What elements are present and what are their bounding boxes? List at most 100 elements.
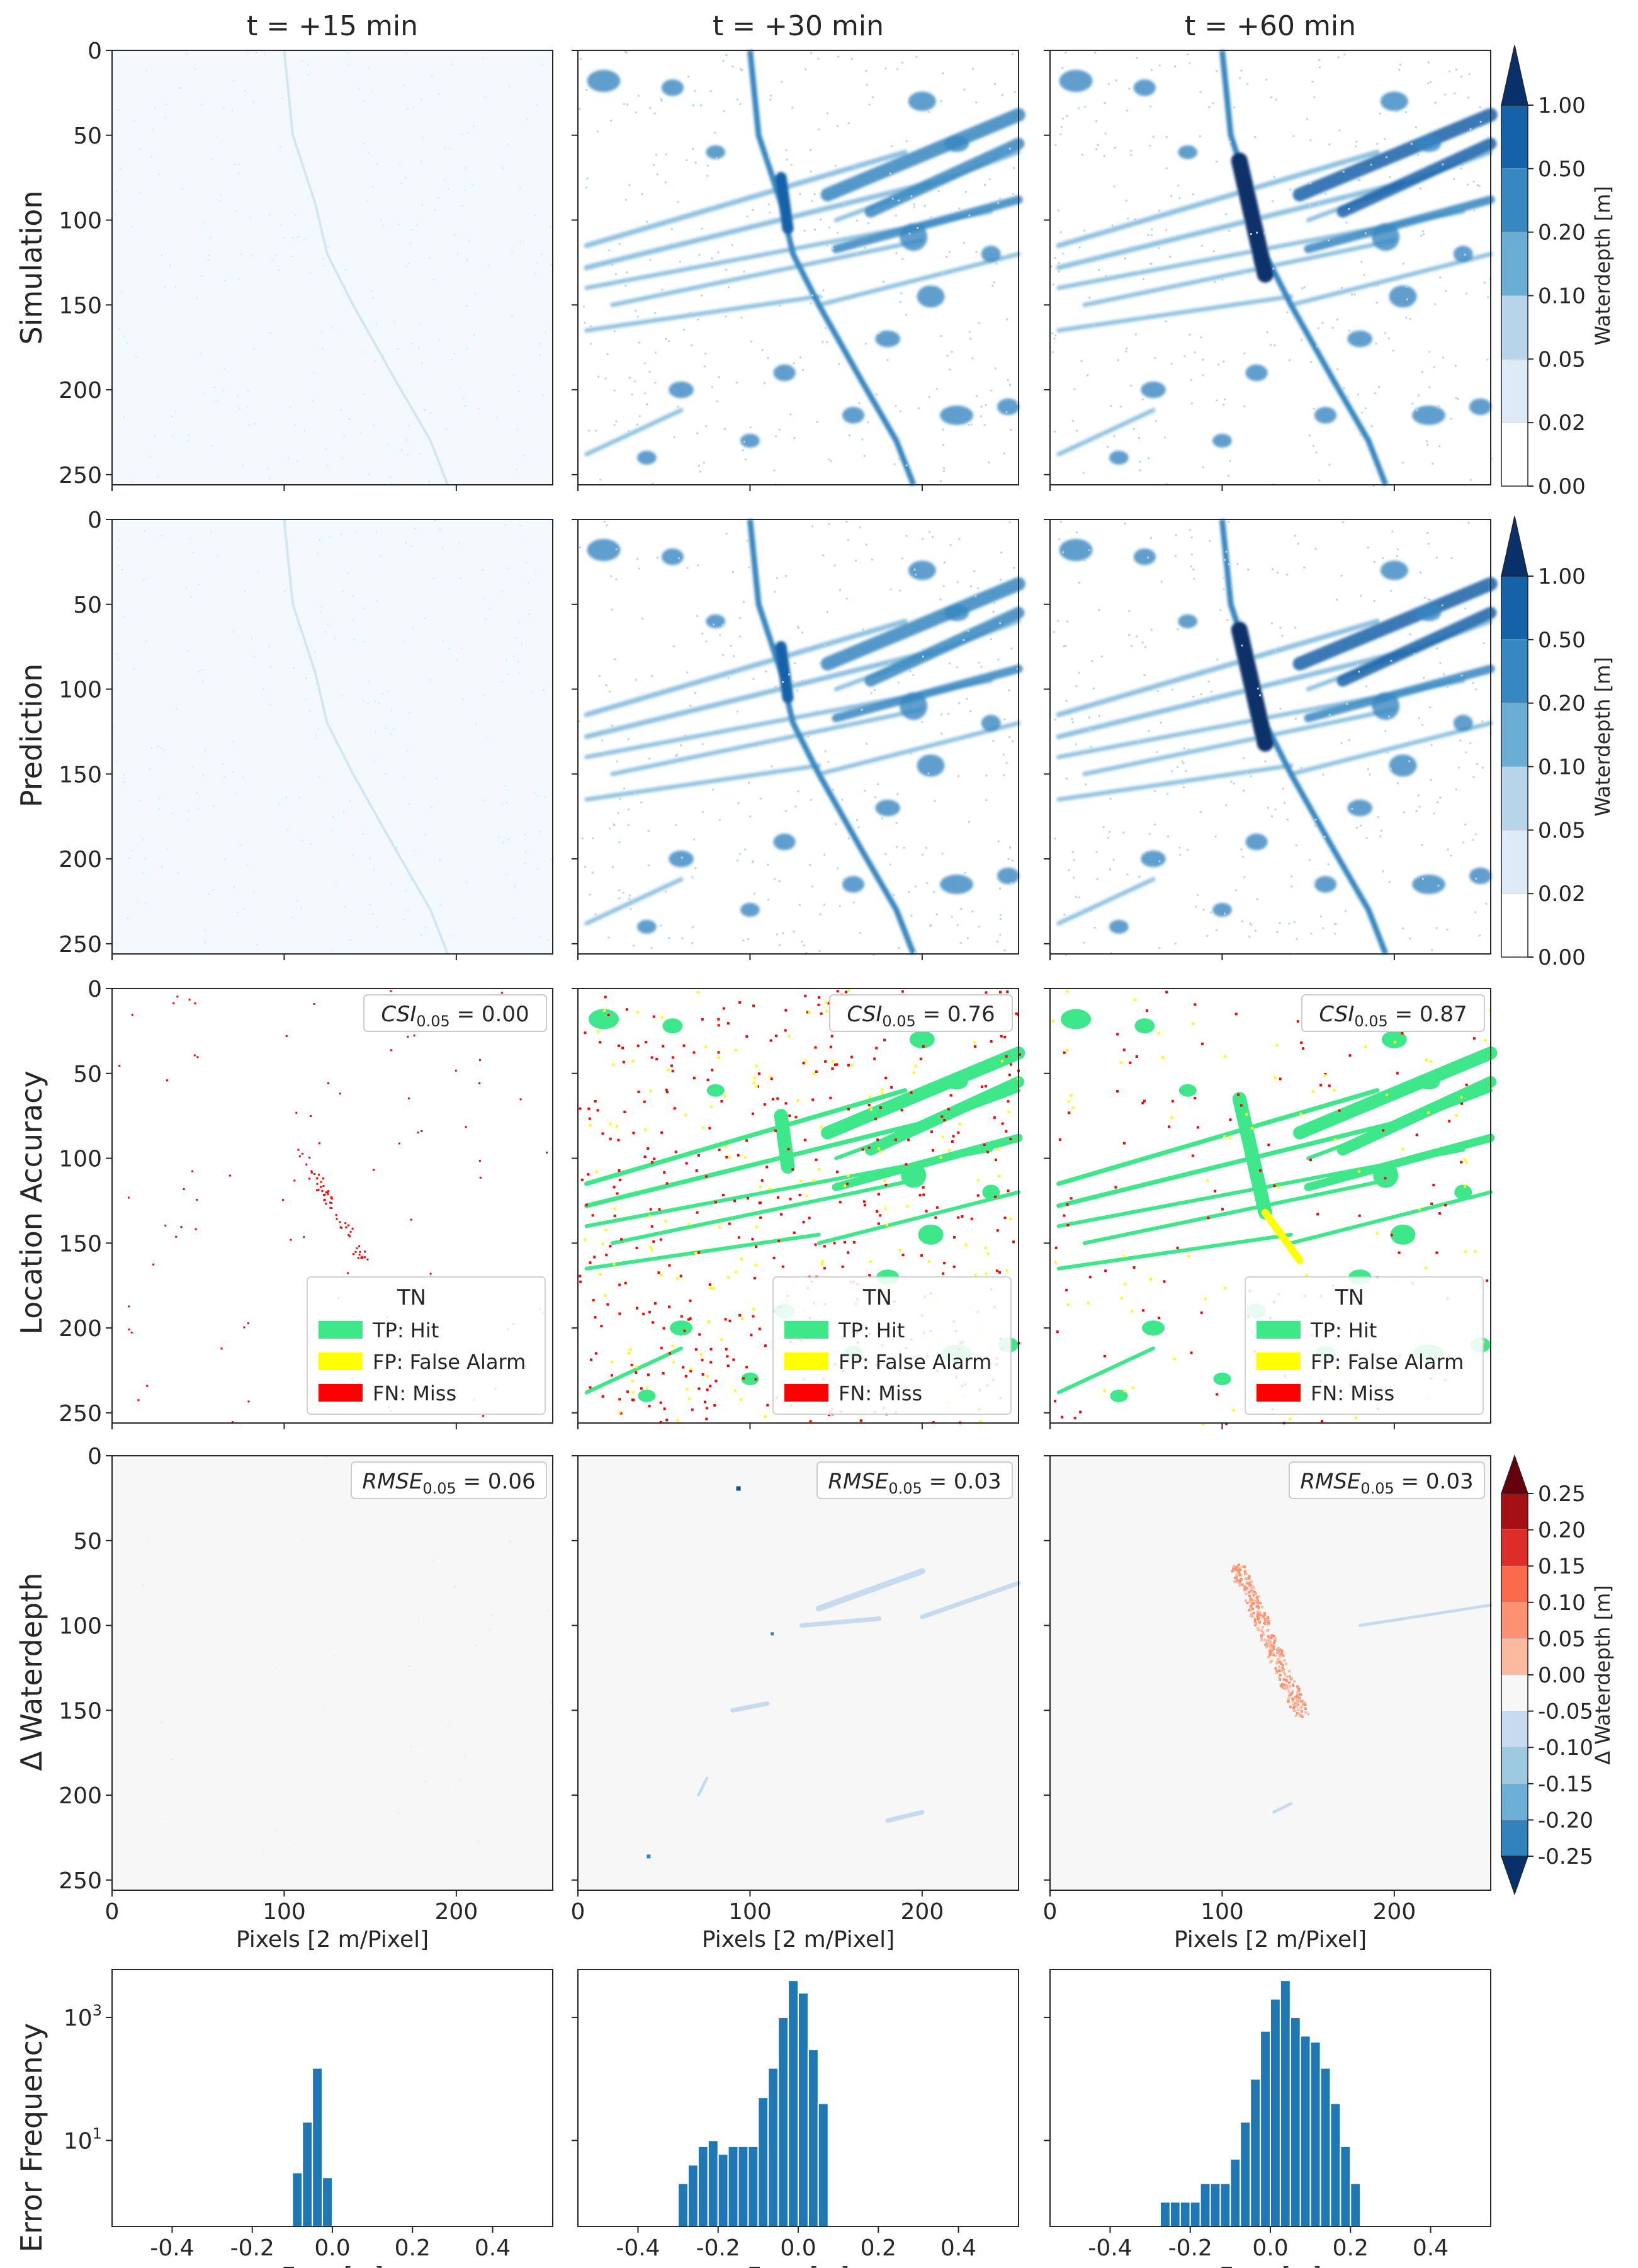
fn-pixel — [665, 1091, 669, 1094]
depth-speck — [1345, 221, 1348, 224]
tp-strip — [1082, 1176, 1396, 1245]
depth-speck — [166, 849, 168, 851]
depth-speck — [1294, 535, 1296, 537]
fn-pixel — [990, 1040, 993, 1043]
depth-speck — [1078, 581, 1081, 584]
depth-speck — [466, 305, 468, 307]
fn-pixel — [1165, 990, 1168, 994]
depth-speck — [186, 53, 188, 55]
diff-positive-pixel — [1291, 1698, 1294, 1701]
diff-speck — [421, 1743, 422, 1745]
y-tick-label: 250 — [59, 1868, 102, 1894]
depth-speck — [1334, 922, 1336, 925]
fp-trail — [1261, 1208, 1304, 1264]
depth-speck — [805, 952, 808, 955]
depth-speck — [796, 689, 798, 692]
diff-positive-pixel — [1272, 1653, 1275, 1657]
depth-speck — [207, 259, 209, 261]
fp-pixel — [717, 1056, 720, 1059]
depth-speck — [1382, 870, 1384, 873]
depth-speck — [397, 348, 398, 350]
tick-base: 10 — [64, 2128, 93, 2154]
diff-positive-pixel — [1272, 1647, 1275, 1650]
fn-pixel — [717, 1024, 720, 1027]
depth-speck — [1103, 155, 1105, 157]
depth-speck — [948, 662, 951, 665]
depth-speck — [1390, 659, 1392, 662]
depth-speck — [725, 315, 727, 318]
histogram-bar — [767, 2067, 779, 2228]
depth-speck — [161, 254, 162, 256]
depth-speck — [797, 790, 799, 793]
depth-speck — [769, 98, 772, 101]
fn-pixel — [1201, 1042, 1204, 1045]
hit-field — [1056, 1009, 1498, 1402]
depth-speck — [927, 772, 930, 774]
depth-speck — [1098, 715, 1100, 717]
depth-speck — [519, 671, 521, 673]
depth-speck — [1415, 126, 1417, 128]
fp-pixel — [660, 1273, 663, 1276]
fp-pixel — [739, 1398, 742, 1401]
depth-speck — [1008, 383, 1011, 386]
depth-speck — [269, 703, 271, 705]
depth-speck — [641, 618, 644, 620]
fp-pixel — [796, 1099, 799, 1102]
depth-speck — [1192, 569, 1195, 571]
fp-pixel — [885, 1223, 888, 1227]
depth-speck — [513, 917, 515, 919]
fn-pixel — [482, 1415, 485, 1417]
depth-speck — [488, 265, 490, 267]
depth-speck — [901, 62, 903, 64]
depth-speck — [605, 684, 607, 686]
histogram-bar — [1240, 2121, 1251, 2227]
depth-speck — [475, 723, 477, 725]
depth-speck — [419, 322, 421, 324]
x-tick-label: 0.0 — [780, 2235, 816, 2261]
fn-pixel — [694, 1348, 698, 1351]
fn-pixel — [325, 1203, 327, 1205]
depth-speck — [217, 556, 219, 558]
depth-speck — [1406, 298, 1409, 300]
colorbar-tick-label: 1.00 — [1538, 93, 1586, 118]
depth-speck — [1080, 360, 1083, 362]
diff-positive-pixel — [1275, 1662, 1279, 1665]
depth-pond — [1347, 331, 1372, 348]
depth-speck — [1337, 56, 1340, 59]
rmse-label: RMSE0.05 = 0.03 — [1300, 1469, 1473, 1497]
depth-speck — [244, 90, 246, 92]
depth-speck — [604, 377, 607, 380]
fn-pixel — [620, 1238, 623, 1241]
depth-speck — [970, 423, 973, 426]
depth-speck — [925, 846, 927, 849]
depth-speck — [618, 242, 621, 245]
fp-pixel — [611, 1360, 614, 1363]
depth-speck — [739, 635, 742, 638]
depth-strip — [584, 180, 934, 271]
tp-pond — [589, 1009, 619, 1029]
fn-pixel — [322, 1194, 325, 1196]
depth-speck — [1012, 193, 1015, 195]
fp-pixel — [1201, 1422, 1204, 1426]
depth-speck — [784, 810, 787, 812]
depth-speck — [223, 368, 225, 370]
depth-speck — [347, 52, 349, 54]
depth-speck — [1427, 82, 1430, 84]
colorbar-segment — [1501, 893, 1528, 958]
depth-speck — [1228, 475, 1230, 477]
fn-pixel — [1382, 1129, 1385, 1132]
diff-positive-pixel — [1296, 1703, 1299, 1706]
depth-speck — [866, 84, 868, 86]
fp-pixel — [609, 1122, 612, 1125]
depth-pond — [636, 919, 657, 934]
diff-positive-pixel — [1267, 1621, 1270, 1624]
depth-strip — [1082, 707, 1397, 776]
depth-speck — [799, 356, 801, 359]
depth-speck — [378, 702, 380, 704]
depth-speck — [1342, 171, 1345, 173]
depth-speck — [1126, 109, 1129, 111]
fn-pixel — [609, 1245, 612, 1248]
colorbar-segment — [1501, 766, 1528, 831]
